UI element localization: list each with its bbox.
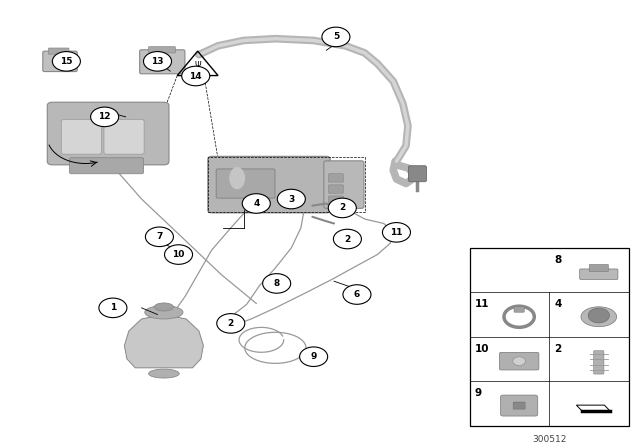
Ellipse shape [229,167,245,189]
Text: 1: 1 [110,303,116,312]
Circle shape [99,298,127,318]
Text: 2: 2 [554,344,562,354]
Text: 3: 3 [288,194,294,203]
Text: 8: 8 [554,255,562,265]
FancyBboxPatch shape [499,353,539,370]
Circle shape [322,27,350,47]
Ellipse shape [154,303,173,311]
Circle shape [333,229,362,249]
Text: 2: 2 [339,203,346,212]
Circle shape [277,189,305,209]
Text: 8: 8 [273,279,280,288]
FancyBboxPatch shape [208,156,330,213]
Text: 10: 10 [475,344,490,354]
FancyBboxPatch shape [328,174,344,182]
Text: 4: 4 [554,299,562,310]
Text: 9: 9 [310,352,317,361]
Text: 2: 2 [228,319,234,328]
FancyBboxPatch shape [49,48,69,54]
Circle shape [262,274,291,293]
Circle shape [588,308,609,323]
Circle shape [513,357,525,366]
Text: 5: 5 [333,32,339,41]
Text: 300512: 300512 [532,435,566,444]
Circle shape [300,347,328,366]
FancyBboxPatch shape [514,306,524,312]
FancyBboxPatch shape [216,169,275,198]
Text: $\Psi$: $\Psi$ [193,60,202,70]
FancyBboxPatch shape [140,50,185,74]
Circle shape [143,52,172,71]
Ellipse shape [148,369,179,378]
Text: 13: 13 [151,57,164,66]
FancyBboxPatch shape [408,166,426,182]
Text: 14: 14 [189,72,202,81]
FancyBboxPatch shape [47,102,169,165]
FancyBboxPatch shape [594,351,604,374]
FancyBboxPatch shape [328,196,344,204]
Circle shape [217,314,245,333]
FancyBboxPatch shape [580,269,618,280]
Circle shape [164,245,193,264]
Circle shape [145,227,173,246]
Text: 11: 11 [475,299,490,310]
FancyBboxPatch shape [324,161,364,208]
Circle shape [52,52,81,71]
FancyBboxPatch shape [43,51,77,72]
Circle shape [91,107,118,127]
Circle shape [182,66,210,86]
Text: 12: 12 [99,112,111,121]
FancyBboxPatch shape [61,120,101,154]
FancyBboxPatch shape [70,158,143,174]
Ellipse shape [145,306,183,319]
FancyBboxPatch shape [328,185,344,193]
Circle shape [328,198,356,218]
Ellipse shape [581,307,616,327]
Text: 6: 6 [354,290,360,299]
FancyBboxPatch shape [148,47,175,53]
Text: 4: 4 [253,199,259,208]
Text: 10: 10 [172,250,185,259]
Text: 15: 15 [60,57,72,66]
Text: 9: 9 [475,388,482,398]
Polygon shape [124,314,204,368]
Circle shape [343,285,371,304]
Bar [209,157,365,212]
Text: 2: 2 [344,234,351,244]
FancyBboxPatch shape [500,395,538,416]
FancyBboxPatch shape [513,402,525,409]
FancyBboxPatch shape [589,264,609,271]
Text: 11: 11 [390,228,403,237]
Polygon shape [577,405,610,411]
Circle shape [383,223,410,242]
Circle shape [243,194,270,213]
Bar [470,248,629,426]
FancyBboxPatch shape [104,120,144,154]
Text: 7: 7 [156,233,163,241]
